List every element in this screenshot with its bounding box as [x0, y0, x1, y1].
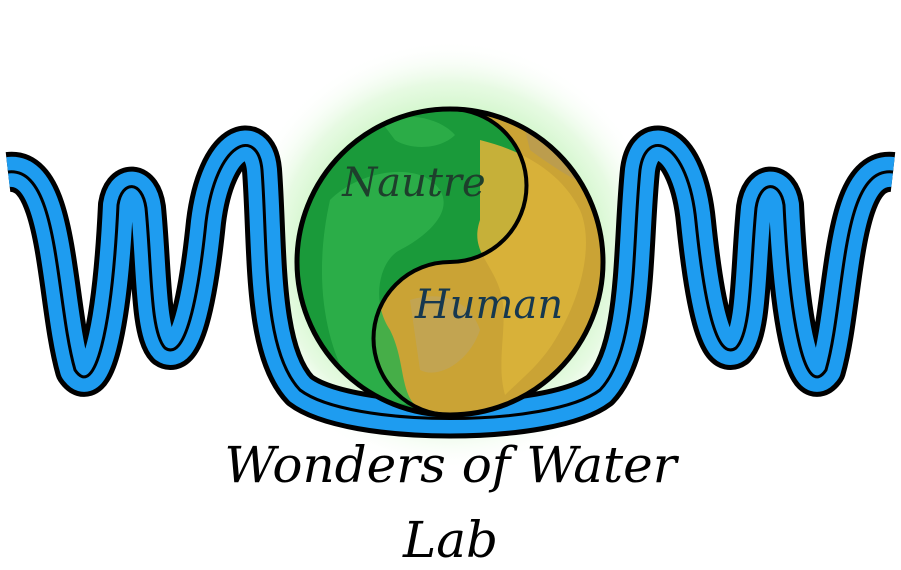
water-wave-icon: [5, 125, 896, 439]
logo-caption-line-2: Lab: [402, 511, 499, 569]
globe-label-nature: Nautre: [341, 160, 485, 206]
globe-label-human: Human: [414, 282, 563, 328]
logo-caption-line-1: Wonders of Water: [224, 436, 677, 494]
